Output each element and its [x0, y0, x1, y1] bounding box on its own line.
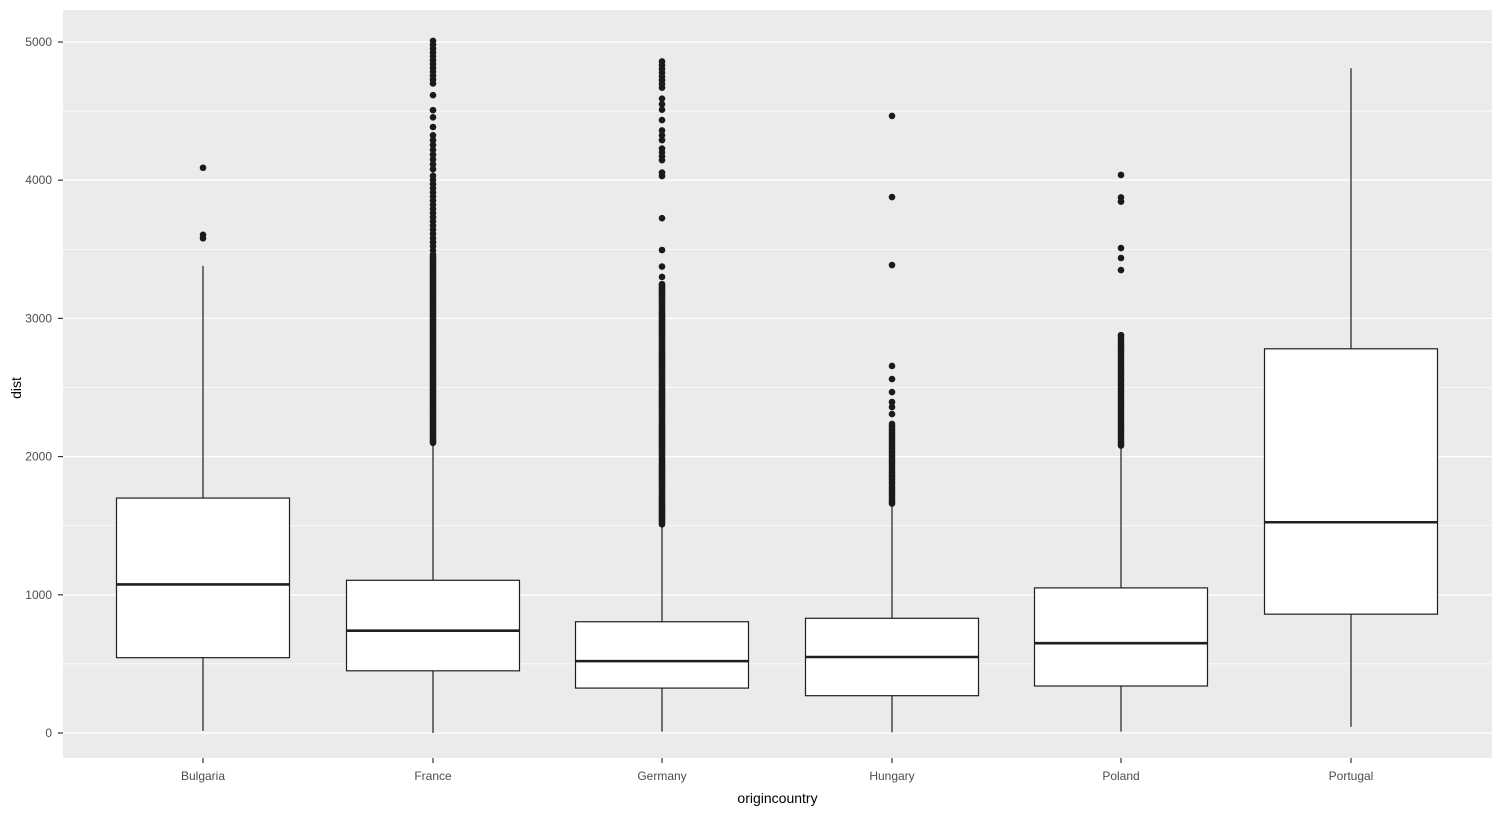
outlier-point-germany	[658, 145, 666, 152]
outlier-point-bulgaria	[199, 164, 207, 172]
outlier-point-hungary	[888, 410, 896, 418]
y-tick-label: 2000	[25, 450, 52, 464]
outlier-point-france	[429, 106, 437, 114]
outlier-point-germany	[658, 169, 666, 176]
y-tick-label: 5000	[25, 35, 52, 49]
outlier-point-hungary	[888, 362, 896, 370]
y-tick-label: 0	[45, 726, 52, 740]
outlier-point-germany	[658, 131, 666, 139]
outlier-point-france	[429, 114, 437, 121]
outlier-point-poland	[1117, 254, 1125, 262]
outlier-point-france	[429, 165, 437, 173]
outlier-point-bulgaria	[199, 231, 207, 239]
outlier-point-hungary	[888, 261, 896, 269]
outlier-point-poland	[1117, 331, 1125, 339]
y-axis-title: dist	[8, 377, 24, 399]
x-tick-label-bulgaria: Bulgaria	[181, 769, 225, 783]
outlier-point-france	[429, 146, 437, 154]
y-tick-label: 4000	[25, 173, 52, 187]
outlier-point-france	[429, 91, 437, 99]
x-tick-label-france: France	[414, 769, 452, 783]
outlier-point-poland	[1117, 244, 1125, 252]
x-tick-label-hungary: Hungary	[869, 769, 914, 783]
outlier-point-germany	[658, 58, 666, 65]
outlier-point-france	[429, 136, 437, 144]
x-axis-title: origincountry	[737, 790, 818, 806]
box-germany	[574, 621, 750, 689]
outlier-point-germany	[658, 100, 666, 108]
outlier-point-poland	[1117, 171, 1125, 179]
outlier-point-france	[429, 37, 437, 45]
outlier-point-hungary	[888, 398, 896, 406]
y-tick-label: 1000	[25, 588, 52, 602]
outlier-point-hungary	[888, 375, 896, 383]
box-bulgaria	[115, 497, 291, 659]
outlier-point-germany	[658, 214, 666, 222]
outlier-point-france	[429, 161, 437, 168]
outlier-point-poland	[1117, 194, 1125, 201]
y-tick-label: 3000	[25, 311, 52, 325]
outlier-point-france	[429, 172, 437, 180]
outlier-point-hungary	[888, 388, 896, 396]
outlier-point-poland	[1117, 266, 1125, 274]
outlier-point-france	[429, 151, 437, 158]
outlier-point-germany	[658, 106, 666, 114]
outlier-point-hungary	[888, 420, 896, 428]
outlier-point-france	[429, 156, 437, 163]
x-tick-label-portugal: Portugal	[1329, 769, 1374, 783]
plot-panel	[63, 10, 1492, 758]
outlier-point-hungary	[888, 112, 896, 120]
outlier-point-hungary	[888, 403, 896, 411]
x-tick-label-germany: Germany	[637, 769, 686, 783]
outlier-point-germany	[658, 246, 666, 254]
outlier-point-france	[429, 123, 437, 131]
outlier-point-germany	[658, 280, 666, 288]
outlier-point-germany	[658, 116, 666, 124]
box-france	[345, 579, 521, 672]
outlier-point-germany	[658, 136, 666, 144]
outlier-point-hungary	[888, 193, 896, 201]
x-tick-label-poland: Poland	[1102, 769, 1139, 783]
outlier-point-france	[429, 131, 437, 139]
outlier-point-germany	[658, 127, 666, 134]
outlier-point-france	[429, 141, 437, 149]
outlier-point-germany	[658, 263, 666, 270]
box-poland	[1033, 587, 1209, 687]
box-portugal	[1263, 348, 1439, 615]
outlier-point-germany	[658, 273, 666, 281]
outlier-point-germany	[658, 95, 666, 102]
